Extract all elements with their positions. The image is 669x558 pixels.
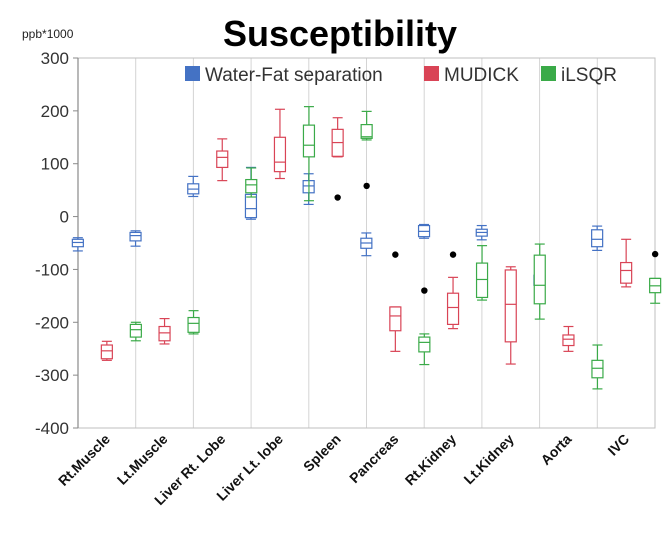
box-ilsqr-9 — [649, 277, 662, 304]
y-tick-label: 100 — [41, 155, 69, 174]
box-iqr — [360, 123, 373, 139]
box-iqr — [216, 150, 229, 169]
box-iqr — [302, 124, 316, 158]
x-tick-label: Lt.Kidney — [460, 431, 517, 488]
box-iqr — [591, 359, 604, 379]
y-tick-label: -400 — [35, 419, 69, 438]
box-iqr — [418, 336, 431, 353]
outlier-point — [392, 251, 399, 258]
box-iqr — [533, 254, 546, 305]
chart-title: Susceptibility — [223, 13, 457, 54]
legend-label: Water-Fat separation — [205, 65, 383, 86]
box-water-fat-separation-7 — [475, 224, 488, 241]
x-tick-label: Rt.Muscle — [55, 431, 113, 489]
box-iqr — [100, 344, 113, 360]
box-ilsqr-8 — [591, 344, 604, 390]
box-iqr — [187, 316, 200, 333]
box-iqr — [158, 325, 171, 342]
outlier-point — [449, 251, 457, 258]
box-iqr — [504, 269, 517, 343]
box-mudick-2 — [216, 138, 229, 182]
box-mudick-1 — [158, 317, 171, 345]
box-water-fat-separation-0 — [71, 237, 84, 252]
legend-swatch — [541, 66, 556, 81]
x-tick-label: Spleen — [300, 431, 344, 475]
box-mudick-8 — [562, 325, 575, 352]
box-ilsqr-6 — [475, 245, 489, 301]
box-ilsqr-5 — [418, 333, 431, 366]
x-tick-label: IVC — [604, 431, 632, 459]
box-mudick-6 — [446, 276, 460, 330]
box-mudick-9 — [620, 238, 633, 288]
box-mudick-4 — [331, 117, 344, 158]
box-ilsqr-0 — [129, 321, 142, 342]
legend-swatch — [185, 66, 200, 81]
legend-label: MUDICK — [444, 65, 519, 86]
box-iqr — [129, 323, 142, 338]
box-ilsqr-3 — [302, 106, 316, 202]
outlier-point — [334, 194, 341, 201]
box-iqr — [591, 229, 604, 248]
y-tick-label: -100 — [35, 260, 69, 279]
box-mudick-3 — [273, 108, 287, 180]
unit-label: ppb*1000 — [22, 27, 74, 41]
box-water-fat-separation-1 — [129, 230, 142, 247]
legend: Water-Fat separation MUDICK iLSQR — [185, 65, 617, 86]
legend-swatch — [424, 66, 439, 81]
box-ilsqr-2 — [245, 167, 258, 198]
outlier-point — [651, 250, 659, 258]
box-iqr — [620, 261, 633, 284]
y-tick-label: 200 — [41, 102, 69, 121]
outlier-point — [363, 182, 370, 190]
y-tick-label: 0 — [60, 208, 69, 227]
x-tick-label: Lt.Muscle — [114, 431, 171, 488]
x-tick-label: Rt.Kidney — [402, 431, 460, 489]
y-tick-label: 300 — [41, 49, 69, 68]
box-iqr — [244, 193, 258, 219]
box-ilsqr-4 — [360, 110, 373, 141]
box-iqr — [245, 178, 258, 194]
box-ilsqr-1 — [187, 310, 200, 335]
x-tick-label: Pancreas — [346, 431, 401, 486]
box-water-fat-separation-6 — [417, 223, 431, 239]
legend-label: iLSQR — [561, 65, 617, 86]
box-plots — [71, 106, 662, 390]
box-mudick-7 — [504, 266, 517, 365]
box-ilsqr-7 — [533, 243, 546, 320]
box-water-fat-separation-9 — [591, 225, 604, 251]
box-water-fat-separation-5 — [360, 232, 373, 257]
box-water-fat-separation-2 — [187, 175, 200, 198]
box-iqr — [446, 292, 460, 326]
box-mudick-5 — [389, 306, 402, 352]
box-mudick-0 — [100, 340, 113, 361]
box-iqr — [475, 262, 489, 299]
box-iqr — [129, 231, 142, 242]
x-tick-label: Aorta — [537, 431, 574, 468]
box-iqr — [562, 334, 575, 347]
outlier-point — [421, 287, 428, 294]
y-tick-label: -200 — [35, 313, 69, 332]
box-iqr — [273, 136, 287, 173]
box-iqr — [389, 306, 402, 332]
y-tick-label: -300 — [35, 366, 69, 385]
